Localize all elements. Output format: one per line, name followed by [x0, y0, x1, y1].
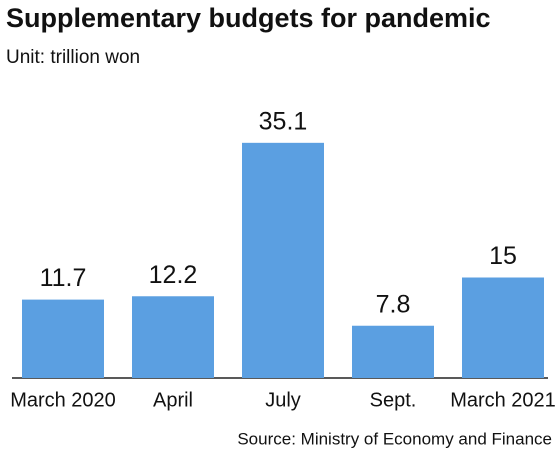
x-tick-label: Sept.	[370, 389, 417, 411]
chart-subtitle: Unit: trillion won	[6, 47, 140, 68]
bar	[242, 142, 324, 378]
x-tick-label: July	[265, 389, 301, 411]
chart-title: Supplementary budgets for pandemic	[6, 3, 491, 33]
bar	[462, 277, 544, 378]
bar	[22, 299, 104, 378]
x-tick-label: March 2020	[10, 389, 116, 411]
value-label: 15	[489, 242, 517, 270]
bar	[352, 325, 434, 378]
x-tick-label: April	[153, 389, 193, 411]
value-label: 35.1	[259, 107, 308, 135]
value-label: 11.7	[40, 264, 87, 292]
bar	[132, 296, 214, 378]
x-tick-label: March 2021	[450, 389, 556, 411]
value-label: 7.8	[376, 290, 411, 318]
source: Source: Ministry of Economy and Finance	[237, 429, 552, 448]
value-label: 12.2	[149, 261, 198, 289]
